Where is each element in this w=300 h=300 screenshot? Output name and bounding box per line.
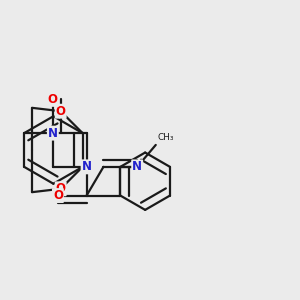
Text: N: N xyxy=(132,160,142,173)
Text: O: O xyxy=(48,93,58,106)
Text: CH₃: CH₃ xyxy=(157,134,174,142)
Text: O: O xyxy=(56,182,66,195)
Text: O: O xyxy=(56,105,66,118)
Text: O: O xyxy=(53,189,63,202)
Text: N: N xyxy=(82,160,92,173)
Text: N: N xyxy=(48,127,58,140)
